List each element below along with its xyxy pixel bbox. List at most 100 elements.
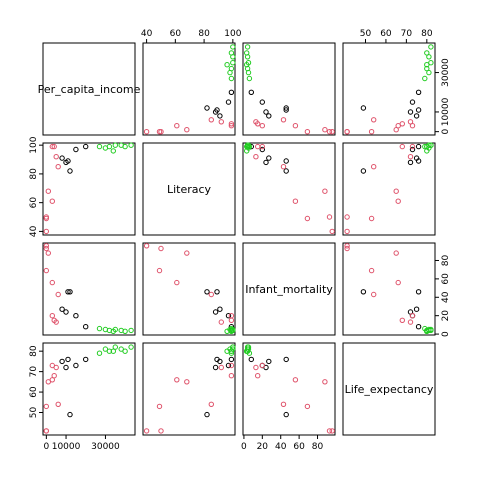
panel-Life_expectancy-Literacy: [142, 342, 236, 436]
data-point: [253, 154, 259, 160]
panel-frame: [142, 242, 236, 336]
panel-frame: [242, 342, 336, 436]
data-point: [204, 105, 210, 111]
data-point: [283, 158, 289, 164]
data-point: [143, 428, 150, 434]
panel-Life_expectancy-Per_capita_income: [42, 342, 136, 436]
data-point: [399, 143, 405, 150]
data-point: [329, 428, 335, 434]
data-point: [128, 344, 134, 350]
x-tick-label: 0: [241, 442, 247, 452]
data-point: [426, 54, 432, 60]
variable-label: Infant_mortality: [245, 283, 333, 296]
x-tick-label: 60: [380, 29, 392, 39]
data-point: [45, 379, 51, 385]
data-point: [228, 362, 235, 369]
data-point: [344, 228, 350, 235]
x-tick-label: 80: [421, 29, 433, 39]
data-point: [96, 325, 103, 332]
data-point: [217, 113, 223, 119]
data-point: [43, 403, 49, 410]
data-point: [244, 61, 250, 68]
data-point: [122, 348, 128, 354]
data-point: [228, 373, 235, 379]
data-point: [43, 267, 49, 274]
data-point: [255, 121, 261, 127]
data-point: [224, 328, 230, 334]
data-point: [225, 362, 232, 369]
data-point: [118, 346, 124, 352]
data-point: [283, 107, 289, 113]
data-point: [329, 228, 335, 235]
panel-frame: [342, 242, 436, 336]
data-point: [304, 215, 311, 222]
data-point: [73, 146, 79, 153]
data-point: [322, 127, 328, 133]
data-point: [230, 327, 236, 334]
data-point: [360, 289, 367, 295]
data-point: [214, 289, 220, 295]
data-point: [224, 348, 230, 354]
data-point: [424, 328, 430, 334]
data-point: [283, 168, 289, 174]
data-point: [371, 117, 377, 123]
panel-frame: [342, 42, 436, 136]
data-point: [106, 348, 113, 354]
data-point: [368, 129, 375, 135]
y-tick-label: 30000: [441, 58, 451, 87]
data-point: [344, 243, 350, 249]
data-point: [212, 309, 219, 315]
panel-Per_capita_income-Infant_mortality: [242, 42, 336, 136]
data-point: [43, 228, 49, 235]
x-tick-label: 30000: [91, 442, 120, 452]
data-point: [415, 143, 422, 150]
panel-Per_capita_income-Literacy: [142, 42, 236, 136]
data-point: [51, 373, 57, 379]
data-point: [368, 215, 375, 222]
y-tick-label: 100: [29, 136, 39, 153]
data-point: [304, 129, 311, 135]
x-tick-label: 20: [257, 442, 269, 452]
data-point: [230, 54, 236, 60]
x-tick-label: 10000: [52, 442, 81, 452]
data-point: [73, 313, 79, 319]
data-point: [143, 129, 150, 135]
data-point: [228, 123, 235, 129]
data-point: [407, 159, 414, 166]
data-point: [245, 69, 252, 76]
data-point: [368, 267, 375, 274]
data-point: [344, 129, 350, 135]
data-point: [156, 267, 163, 274]
data-point: [102, 145, 109, 151]
y-tick-label: 40: [441, 291, 451, 303]
data-point: [118, 142, 124, 148]
x-tick-label: 60: [170, 29, 182, 39]
data-point: [409, 143, 416, 150]
data-point: [413, 113, 420, 119]
y-tick-label: 20: [441, 310, 451, 322]
panel-Per_capita_income-Per_capita_income: Per_capita_income: [38, 42, 141, 136]
data-point: [51, 143, 57, 150]
panel-Literacy-Per_capita_income: [42, 142, 136, 236]
data-point: [102, 326, 109, 333]
data-point: [371, 164, 377, 170]
panel-Literacy-Infant_mortality: [242, 142, 336, 236]
panel-Life_expectancy-Life_expectancy: Life_expectancy: [342, 342, 436, 436]
data-point: [63, 159, 69, 166]
data-point: [344, 214, 350, 220]
x-tick-label: 40: [275, 442, 287, 452]
data-point: [428, 44, 434, 50]
data-point: [228, 89, 235, 96]
data-point: [59, 155, 65, 161]
panel-frame: [242, 42, 336, 136]
data-point: [156, 403, 163, 410]
data-point: [63, 364, 69, 371]
panel-frame: [342, 142, 436, 236]
data-point: [225, 99, 232, 105]
data-point: [259, 143, 265, 150]
data-point: [83, 356, 89, 363]
data-point: [67, 411, 73, 418]
data-point: [244, 54, 251, 60]
data-point: [259, 123, 265, 129]
